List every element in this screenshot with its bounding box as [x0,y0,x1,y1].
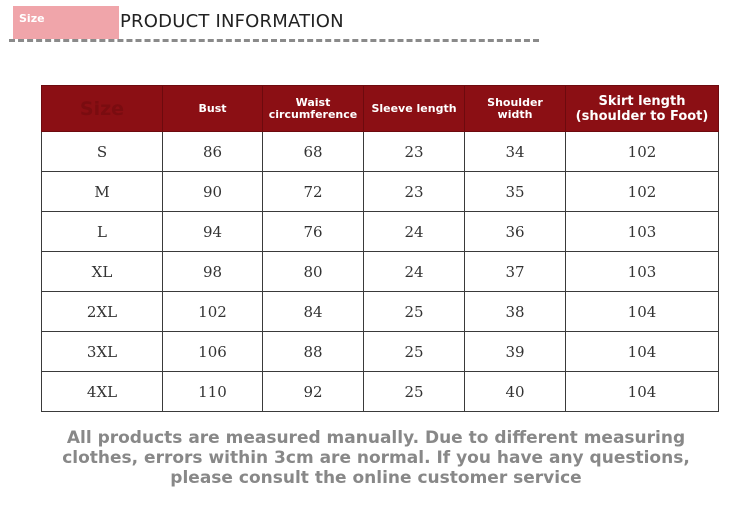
waist-cell: 92 [262,371,364,412]
column-header-bust: Bust [162,85,263,132]
table-row: 2XL 102 84 25 38 104 [41,291,719,332]
waist-cell: 80 [262,251,364,292]
bust-cell: 86 [162,131,263,172]
size-information-badge: Size information [13,6,119,51]
sleeve-cell: 24 [363,211,465,252]
size-cell: S [41,131,163,172]
skirt-length-cell: 104 [565,291,719,332]
skirt-length-cell: 102 [565,131,719,172]
waist-cell: 68 [262,131,364,172]
sleeve-cell: 25 [363,291,465,332]
table-row: M 90 72 23 35 102 [41,171,719,212]
table-header-row: Size Bust Waist circumference Sleeve len… [41,85,719,132]
bust-cell: 94 [162,211,263,252]
size-cell: 3XL [41,331,163,372]
sleeve-cell: 25 [363,371,465,412]
column-header-skirt-length: Skirt length (shoulder to Foot) [565,85,719,132]
bust-cell: 98 [162,251,263,292]
table-row: 3XL 106 88 25 39 104 [41,331,719,372]
size-table: Size Bust Waist circumference Sleeve len… [41,85,719,412]
measurement-note: All products are measured manually. Due … [62,428,690,488]
sleeve-cell: 24 [363,251,465,292]
bust-cell: 90 [162,171,263,212]
shoulder-cell: 37 [464,251,566,292]
bust-cell: 110 [162,371,263,412]
skirt-length-cell: 104 [565,331,719,372]
column-header-size: Size [41,85,163,132]
skirt-length-cell: 103 [565,211,719,252]
table-row: S 86 68 23 34 102 [41,131,719,172]
page-title: PRODUCT INFORMATION [120,11,344,32]
waist-cell: 72 [262,171,364,212]
sleeve-cell: 23 [363,171,465,212]
size-cell: XL [41,251,163,292]
size-cell: 2XL [41,291,163,332]
skirt-length-cell: 103 [565,251,719,292]
sleeve-cell: 25 [363,331,465,372]
table-row: L 94 76 24 36 103 [41,211,719,252]
column-header-waist: Waist circumference [262,85,364,132]
waist-cell: 88 [262,331,364,372]
skirt-length-cell: 102 [565,171,719,212]
shoulder-cell: 36 [464,211,566,252]
waist-cell: 76 [262,211,364,252]
table-row: 4XL 110 92 25 40 104 [41,371,719,412]
bust-cell: 106 [162,331,263,372]
shoulder-cell: 34 [464,131,566,172]
shoulder-cell: 38 [464,291,566,332]
waist-cell: 84 [262,291,364,332]
column-header-sleeve: Sleeve length [363,85,465,132]
size-cell: M [41,171,163,212]
dashed-divider [9,39,539,42]
table-row: XL 98 80 24 37 103 [41,251,719,292]
sleeve-cell: 23 [363,131,465,172]
size-cell: 4XL [41,371,163,412]
shoulder-cell: 35 [464,171,566,212]
bust-cell: 102 [162,291,263,332]
shoulder-cell: 40 [464,371,566,412]
shoulder-cell: 39 [464,331,566,372]
size-cell: L [41,211,163,252]
skirt-length-cell: 104 [565,371,719,412]
column-header-shoulder: Shoulder width [464,85,566,132]
